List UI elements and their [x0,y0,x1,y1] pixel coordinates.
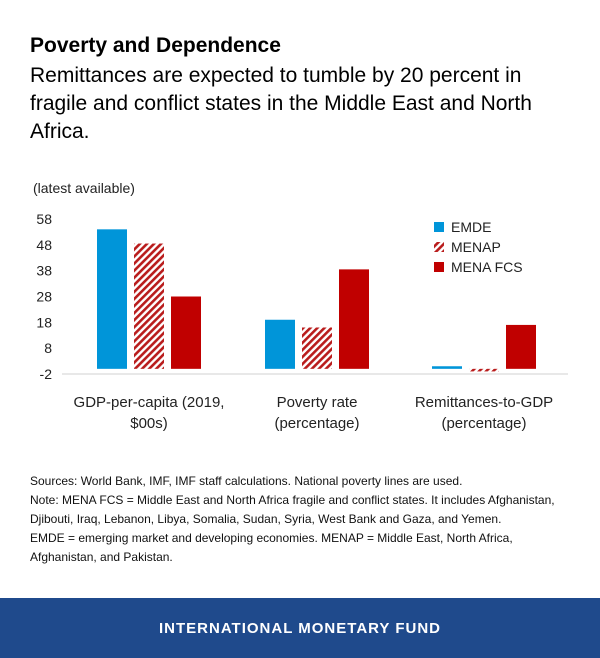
bar-mena-fcs-1 [339,269,369,369]
y-tick-label: -2 [40,366,53,382]
x-category-label: Remittances-to-GDP [415,394,553,411]
y-axis: 58 48 38 28 18 8 -2 [36,211,52,382]
chart-note: (latest available) [33,180,135,196]
chart-subtitle: Remittances are expected to tumble by 20… [30,64,532,143]
bar-chart: (latest available) 58 48 38 28 18 8 -2 GDP-per… [33,180,568,432]
y-tick-label: 38 [36,263,52,279]
legend-label: EMDE [451,219,491,235]
bar-emde-0 [97,229,127,369]
bar-menap-0 [134,243,164,369]
legend-swatch [434,262,444,272]
abbreviation-note: EMDE = emerging market and developing ec… [30,531,513,564]
y-tick-label: 28 [36,289,52,305]
bar-mena-fcs-2 [506,324,536,369]
sources-note: Sources: World Bank, IMF, IMF staff calc… [30,474,463,488]
footer-label: INTERNATIONAL MONETARY FUND [159,619,441,637]
bar-mena-fcs-0 [171,296,201,369]
x-category-label: GDP-per-capita (2019, [74,394,225,411]
legend-label: MENAP [451,239,501,255]
bars [97,229,536,372]
legend-swatch [434,222,444,232]
legend-swatch [434,242,444,252]
x-category-label: $00s) [130,415,168,432]
x-category-label: (percentage) [274,415,359,432]
legend: EMDE MENAP MENA FCS [434,219,523,275]
y-tick-label: 8 [44,340,52,356]
footer-banner: INTERNATIONAL MONETARY FUND [0,598,600,658]
bar-menap-2 [469,368,499,372]
bar-menap-1 [302,327,332,369]
x-axis: GDP-per-capita (2019, $00s) Poverty rate (p… [74,394,554,432]
bar-emde-1 [265,319,295,369]
chart-title: Poverty and Dependence [30,34,281,57]
x-category-label: Poverty rate [277,394,358,411]
definition-note: Note: MENA FCS = Middle East and North A… [30,493,555,526]
y-tick-label: 48 [36,237,52,253]
bar-emde-2 [432,366,462,369]
legend-label: MENA FCS [451,259,523,275]
x-category-label: (percentage) [441,415,526,432]
y-tick-label: 58 [36,211,52,227]
y-tick-label: 18 [36,314,52,330]
notes: Sources: World Bank, IMF, IMF staff calc… [30,472,575,567]
